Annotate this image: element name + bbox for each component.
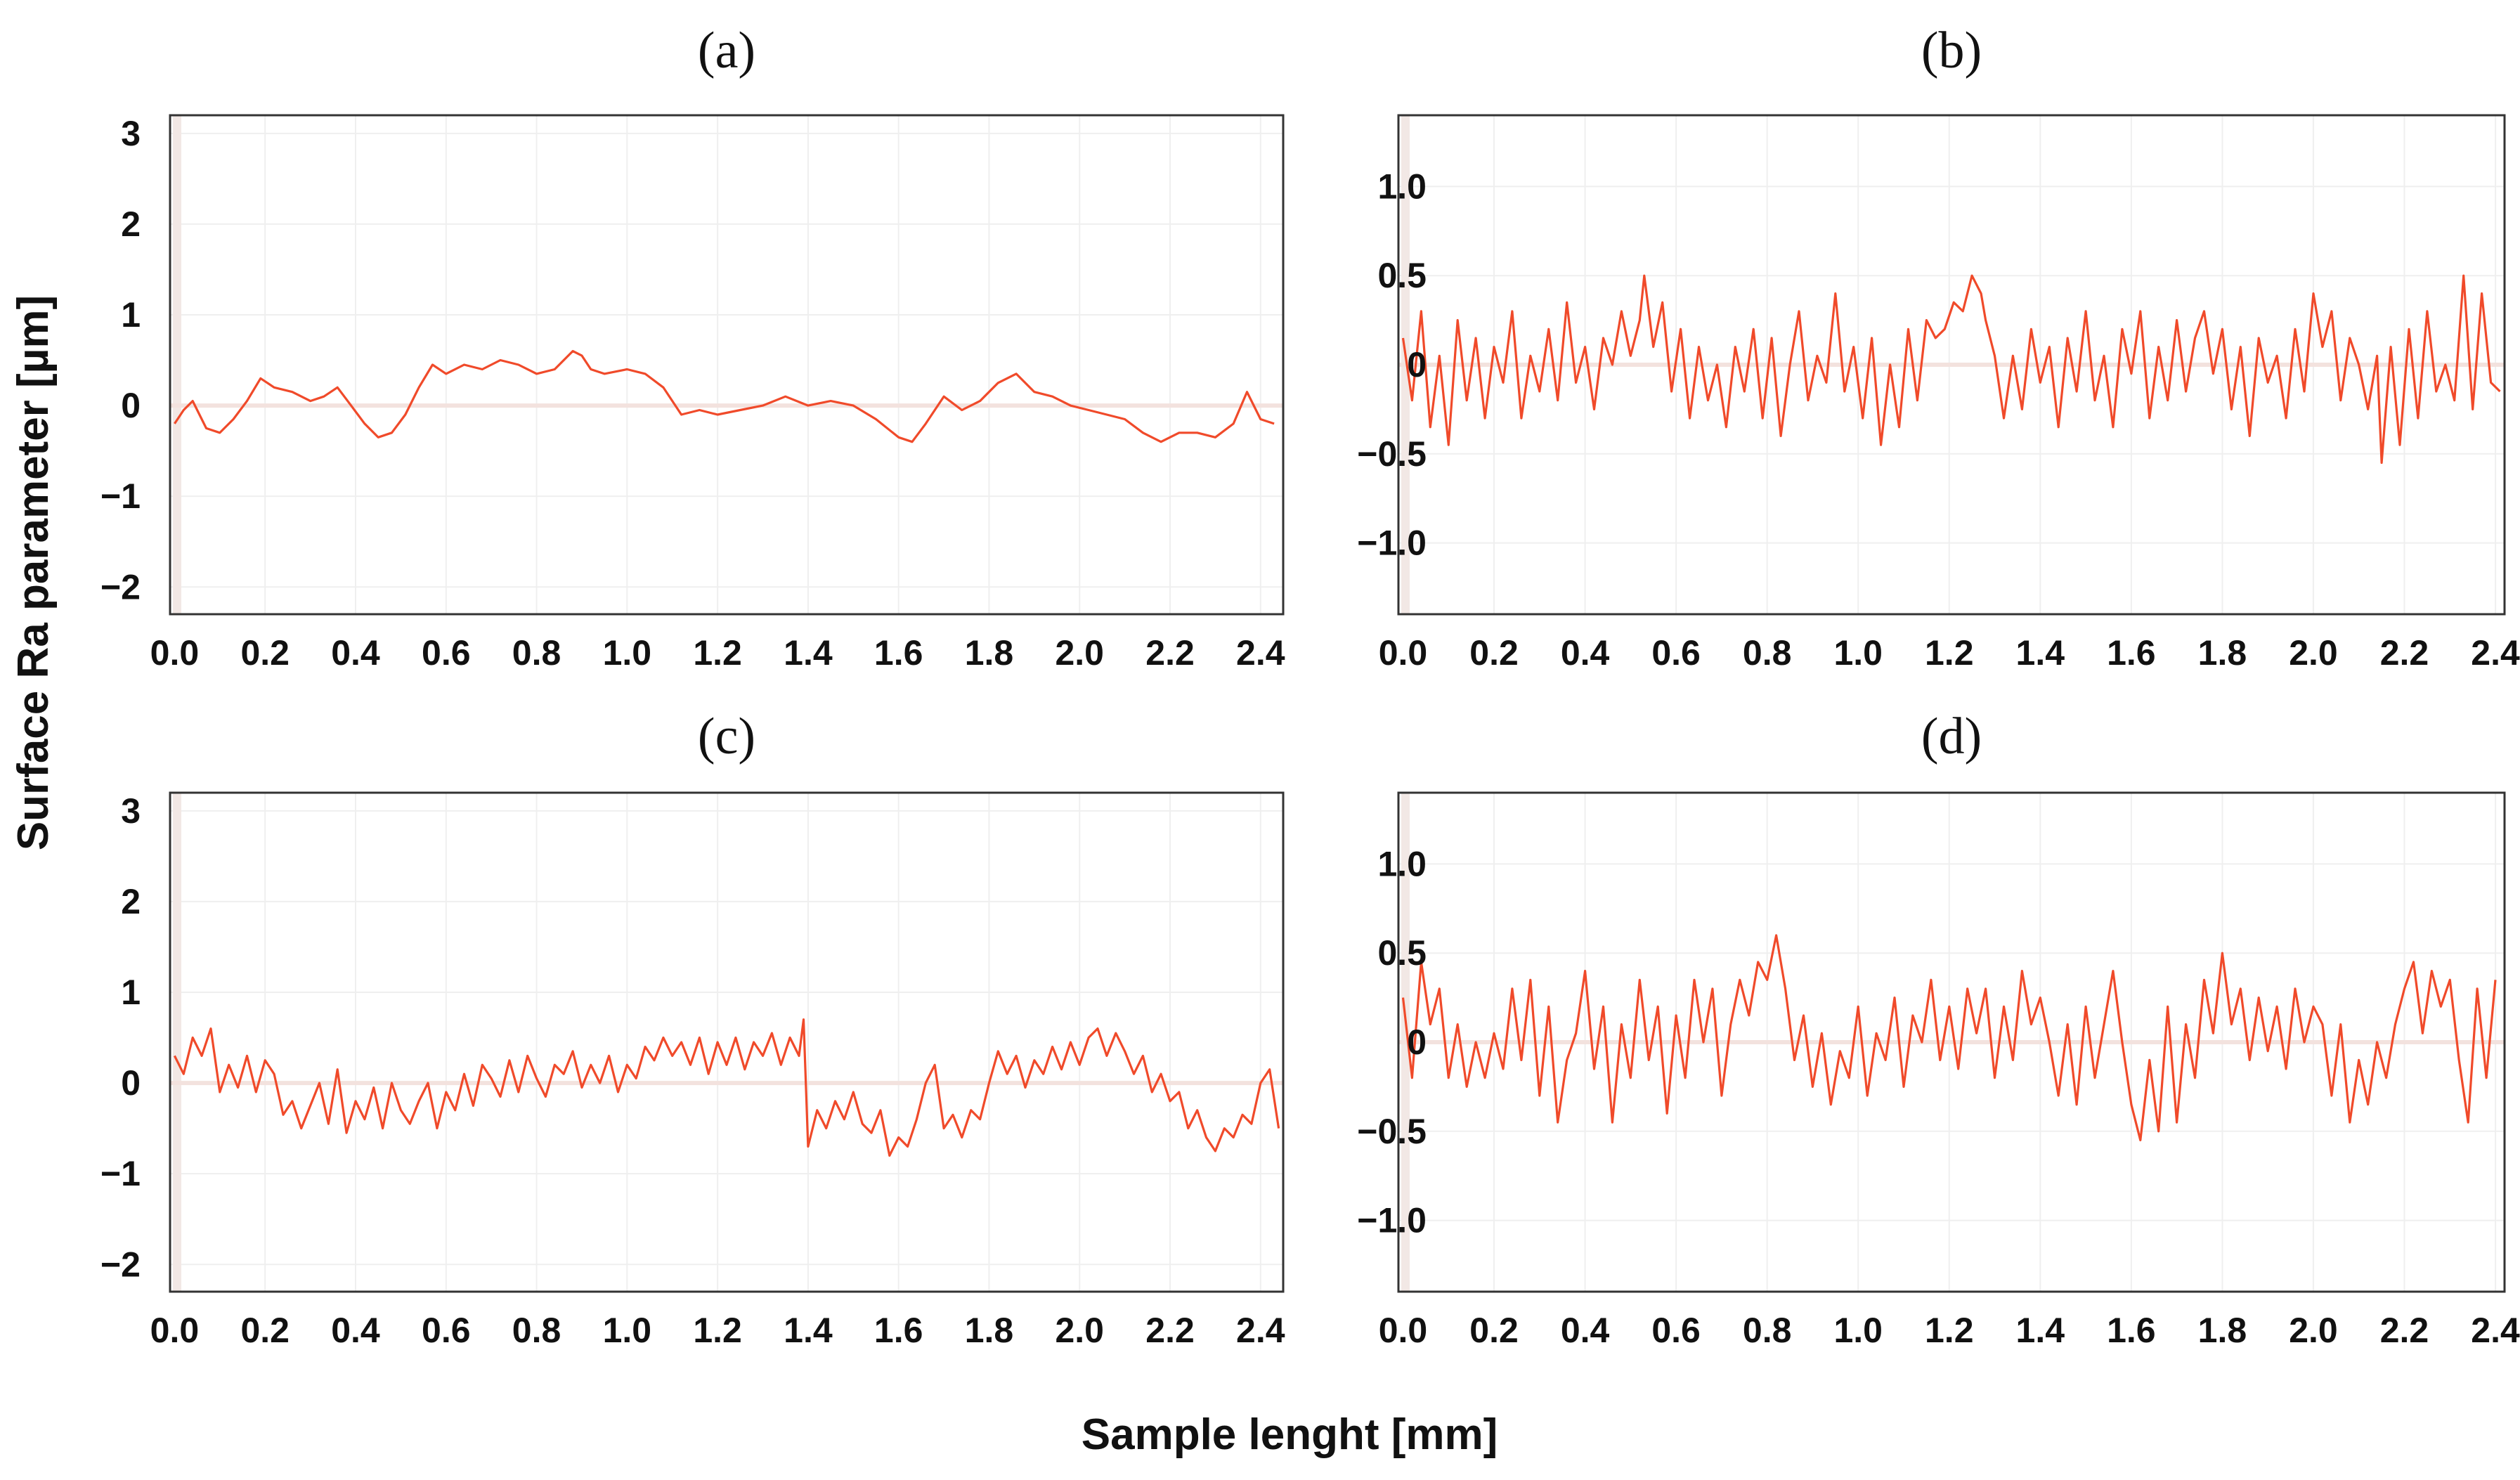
plot-frame-b bbox=[1397, 114, 2506, 616]
x-tick-label-a: 0.8 bbox=[512, 633, 561, 673]
y-tick-label-d: −1.0 bbox=[1357, 1201, 1427, 1240]
x-tick-label-a: 1.2 bbox=[693, 633, 742, 673]
y-tick-label-d: 0.5 bbox=[1377, 933, 1427, 973]
plot-frame-a bbox=[169, 114, 1285, 616]
plot-frame-d bbox=[1397, 791, 2506, 1293]
y-tick-label-c: 3 bbox=[121, 791, 141, 831]
x-tick-label-a: 0.2 bbox=[240, 633, 290, 673]
plot-area-a bbox=[170, 115, 1283, 614]
y-tick-label-c: −2 bbox=[100, 1245, 141, 1284]
y-tick-label-b: −0.5 bbox=[1357, 434, 1427, 474]
x-tick-label-c: 2.0 bbox=[1055, 1311, 1104, 1350]
x-tick-label-d: 0.8 bbox=[1743, 1311, 1792, 1350]
y-tick-label-a: 2 bbox=[121, 205, 141, 244]
series-line-b-0 bbox=[1401, 274, 2501, 465]
x-tick-label-c: 1.2 bbox=[693, 1311, 742, 1350]
panel-d: 0.0 0.2 0.4 0.6 0.8 1.0 1.2 1.4 1.6 1.8 2.0 2.2 2.4 −… bbox=[1357, 708, 2520, 1350]
y-tick-label-c: −1 bbox=[100, 1154, 141, 1193]
x-tick-label-b: 0.6 bbox=[1651, 633, 1701, 673]
x-tick-label-c: 1.6 bbox=[874, 1311, 923, 1350]
origin-strip-c bbox=[173, 793, 181, 1292]
x-tick-label-b: 0.0 bbox=[1379, 633, 1428, 673]
x-tick-label-a: 1.8 bbox=[965, 633, 1014, 673]
plot-area-c bbox=[170, 793, 1283, 1292]
y-tick-label-c: 2 bbox=[121, 882, 141, 921]
series-line-a-0 bbox=[174, 350, 1275, 443]
y-tick-label-d: 0 bbox=[1407, 1023, 1427, 1062]
x-tick-label-b: 0.8 bbox=[1743, 633, 1792, 673]
y-tick-label-a: 3 bbox=[121, 114, 141, 153]
plot-frame-c bbox=[169, 791, 1285, 1293]
x-tick-label-b: 0.2 bbox=[1469, 633, 1519, 673]
x-tick-label-a: 2.2 bbox=[1145, 633, 1195, 673]
x-tick-label-c: 1.8 bbox=[965, 1311, 1014, 1350]
x-tick-label-a: 1.4 bbox=[784, 633, 833, 673]
panel-title-a: (a) bbox=[698, 22, 755, 79]
x-tick-label-a: 1.0 bbox=[603, 633, 652, 673]
y-axis-title: Surface Ra parameter [µm] bbox=[9, 295, 58, 850]
y-tick-label-b: 0.5 bbox=[1377, 256, 1427, 295]
x-tick-label-d: 2.4 bbox=[2471, 1311, 2520, 1350]
panel-a: 0.0 0.2 0.4 0.6 0.8 1.0 1.2 1.4 1.6 1.8 2.0 2.2 2.4 −… bbox=[100, 22, 1285, 673]
y-tick-label-d: 1.0 bbox=[1377, 844, 1427, 883]
origin-strip-a bbox=[173, 115, 181, 614]
x-tick-label-c: 1.4 bbox=[784, 1311, 833, 1350]
x-tick-label-b: 2.2 bbox=[2380, 633, 2429, 673]
x-tick-label-d: 1.0 bbox=[1833, 1311, 1883, 1350]
x-tick-label-b: 1.2 bbox=[1925, 633, 1974, 673]
series-line-d-0 bbox=[1401, 934, 2497, 1142]
panel-c: 0.0 0.2 0.4 0.6 0.8 1.0 1.2 1.4 1.6 1.8 2.0 2.2 2.4 −… bbox=[100, 708, 1285, 1350]
x-tick-label-d: 2.0 bbox=[2289, 1311, 2338, 1350]
x-tick-label-c: 0.2 bbox=[240, 1311, 290, 1350]
y-tick-label-b: 0 bbox=[1407, 345, 1427, 384]
y-tick-label-b: 1.0 bbox=[1377, 167, 1427, 206]
y-tick-label-b: −1.0 bbox=[1357, 524, 1427, 563]
panel-title-c: (c) bbox=[698, 708, 755, 765]
x-tick-label-c: 0.8 bbox=[512, 1311, 561, 1350]
x-tick-label-c: 0.6 bbox=[422, 1311, 471, 1350]
x-tick-label-c: 1.0 bbox=[603, 1311, 652, 1350]
x-tick-label-a: 1.6 bbox=[874, 633, 923, 673]
x-tick-label-b: 1.0 bbox=[1833, 633, 1883, 673]
x-tick-label-d: 0.0 bbox=[1379, 1311, 1428, 1350]
y-tick-label-a: 0 bbox=[121, 386, 141, 425]
x-tick-label-a: 0.4 bbox=[331, 633, 380, 673]
y-tick-label-d: −0.5 bbox=[1357, 1112, 1427, 1151]
x-tick-label-d: 0.2 bbox=[1469, 1311, 1519, 1350]
x-axis-title: Sample lenght [mm] bbox=[1082, 1410, 1498, 1459]
x-tick-label-b: 2.4 bbox=[2471, 633, 2520, 673]
x-tick-label-d: 0.4 bbox=[1561, 1311, 1610, 1350]
x-tick-label-c: 0.0 bbox=[150, 1311, 200, 1350]
y-tick-label-c: 0 bbox=[121, 1063, 141, 1103]
y-tick-label-c: 1 bbox=[121, 973, 141, 1012]
x-tick-label-d: 1.4 bbox=[2016, 1311, 2065, 1350]
x-tick-label-c: 0.4 bbox=[331, 1311, 380, 1350]
x-tick-label-b: 1.4 bbox=[2016, 633, 2065, 673]
x-tick-label-d: 2.2 bbox=[2380, 1311, 2429, 1350]
x-tick-label-d: 1.6 bbox=[2107, 1311, 2156, 1350]
x-tick-label-c: 2.2 bbox=[1145, 1311, 1195, 1350]
x-tick-label-a: 0.6 bbox=[422, 633, 471, 673]
panel-b: 0.0 0.2 0.4 0.6 0.8 1.0 1.2 1.4 1.6 1.8 2.0 2.2 2.4 −… bbox=[1357, 22, 2520, 673]
x-tick-label-b: 2.0 bbox=[2289, 633, 2338, 673]
y-tick-label-a: 1 bbox=[121, 295, 141, 335]
x-tick-label-d: 1.8 bbox=[2198, 1311, 2247, 1350]
x-tick-label-d: 1.2 bbox=[1925, 1311, 1974, 1350]
x-tick-label-d: 0.6 bbox=[1651, 1311, 1701, 1350]
y-tick-label-a: −1 bbox=[100, 476, 141, 516]
x-tick-label-a: 2.4 bbox=[1236, 633, 1285, 673]
x-tick-label-a: 2.0 bbox=[1055, 633, 1104, 673]
x-tick-label-b: 1.6 bbox=[2107, 633, 2156, 673]
y-tick-label-a: −2 bbox=[100, 567, 141, 606]
x-tick-label-b: 0.4 bbox=[1561, 633, 1610, 673]
panel-title-b: (b) bbox=[1921, 22, 1982, 79]
x-tick-label-b: 1.8 bbox=[2198, 633, 2247, 673]
x-tick-label-a: 0.0 bbox=[150, 633, 200, 673]
x-tick-label-c: 2.4 bbox=[1236, 1311, 1285, 1350]
series-line-c-0 bbox=[173, 1018, 1280, 1157]
panel-title-d: (d) bbox=[1921, 708, 1982, 765]
